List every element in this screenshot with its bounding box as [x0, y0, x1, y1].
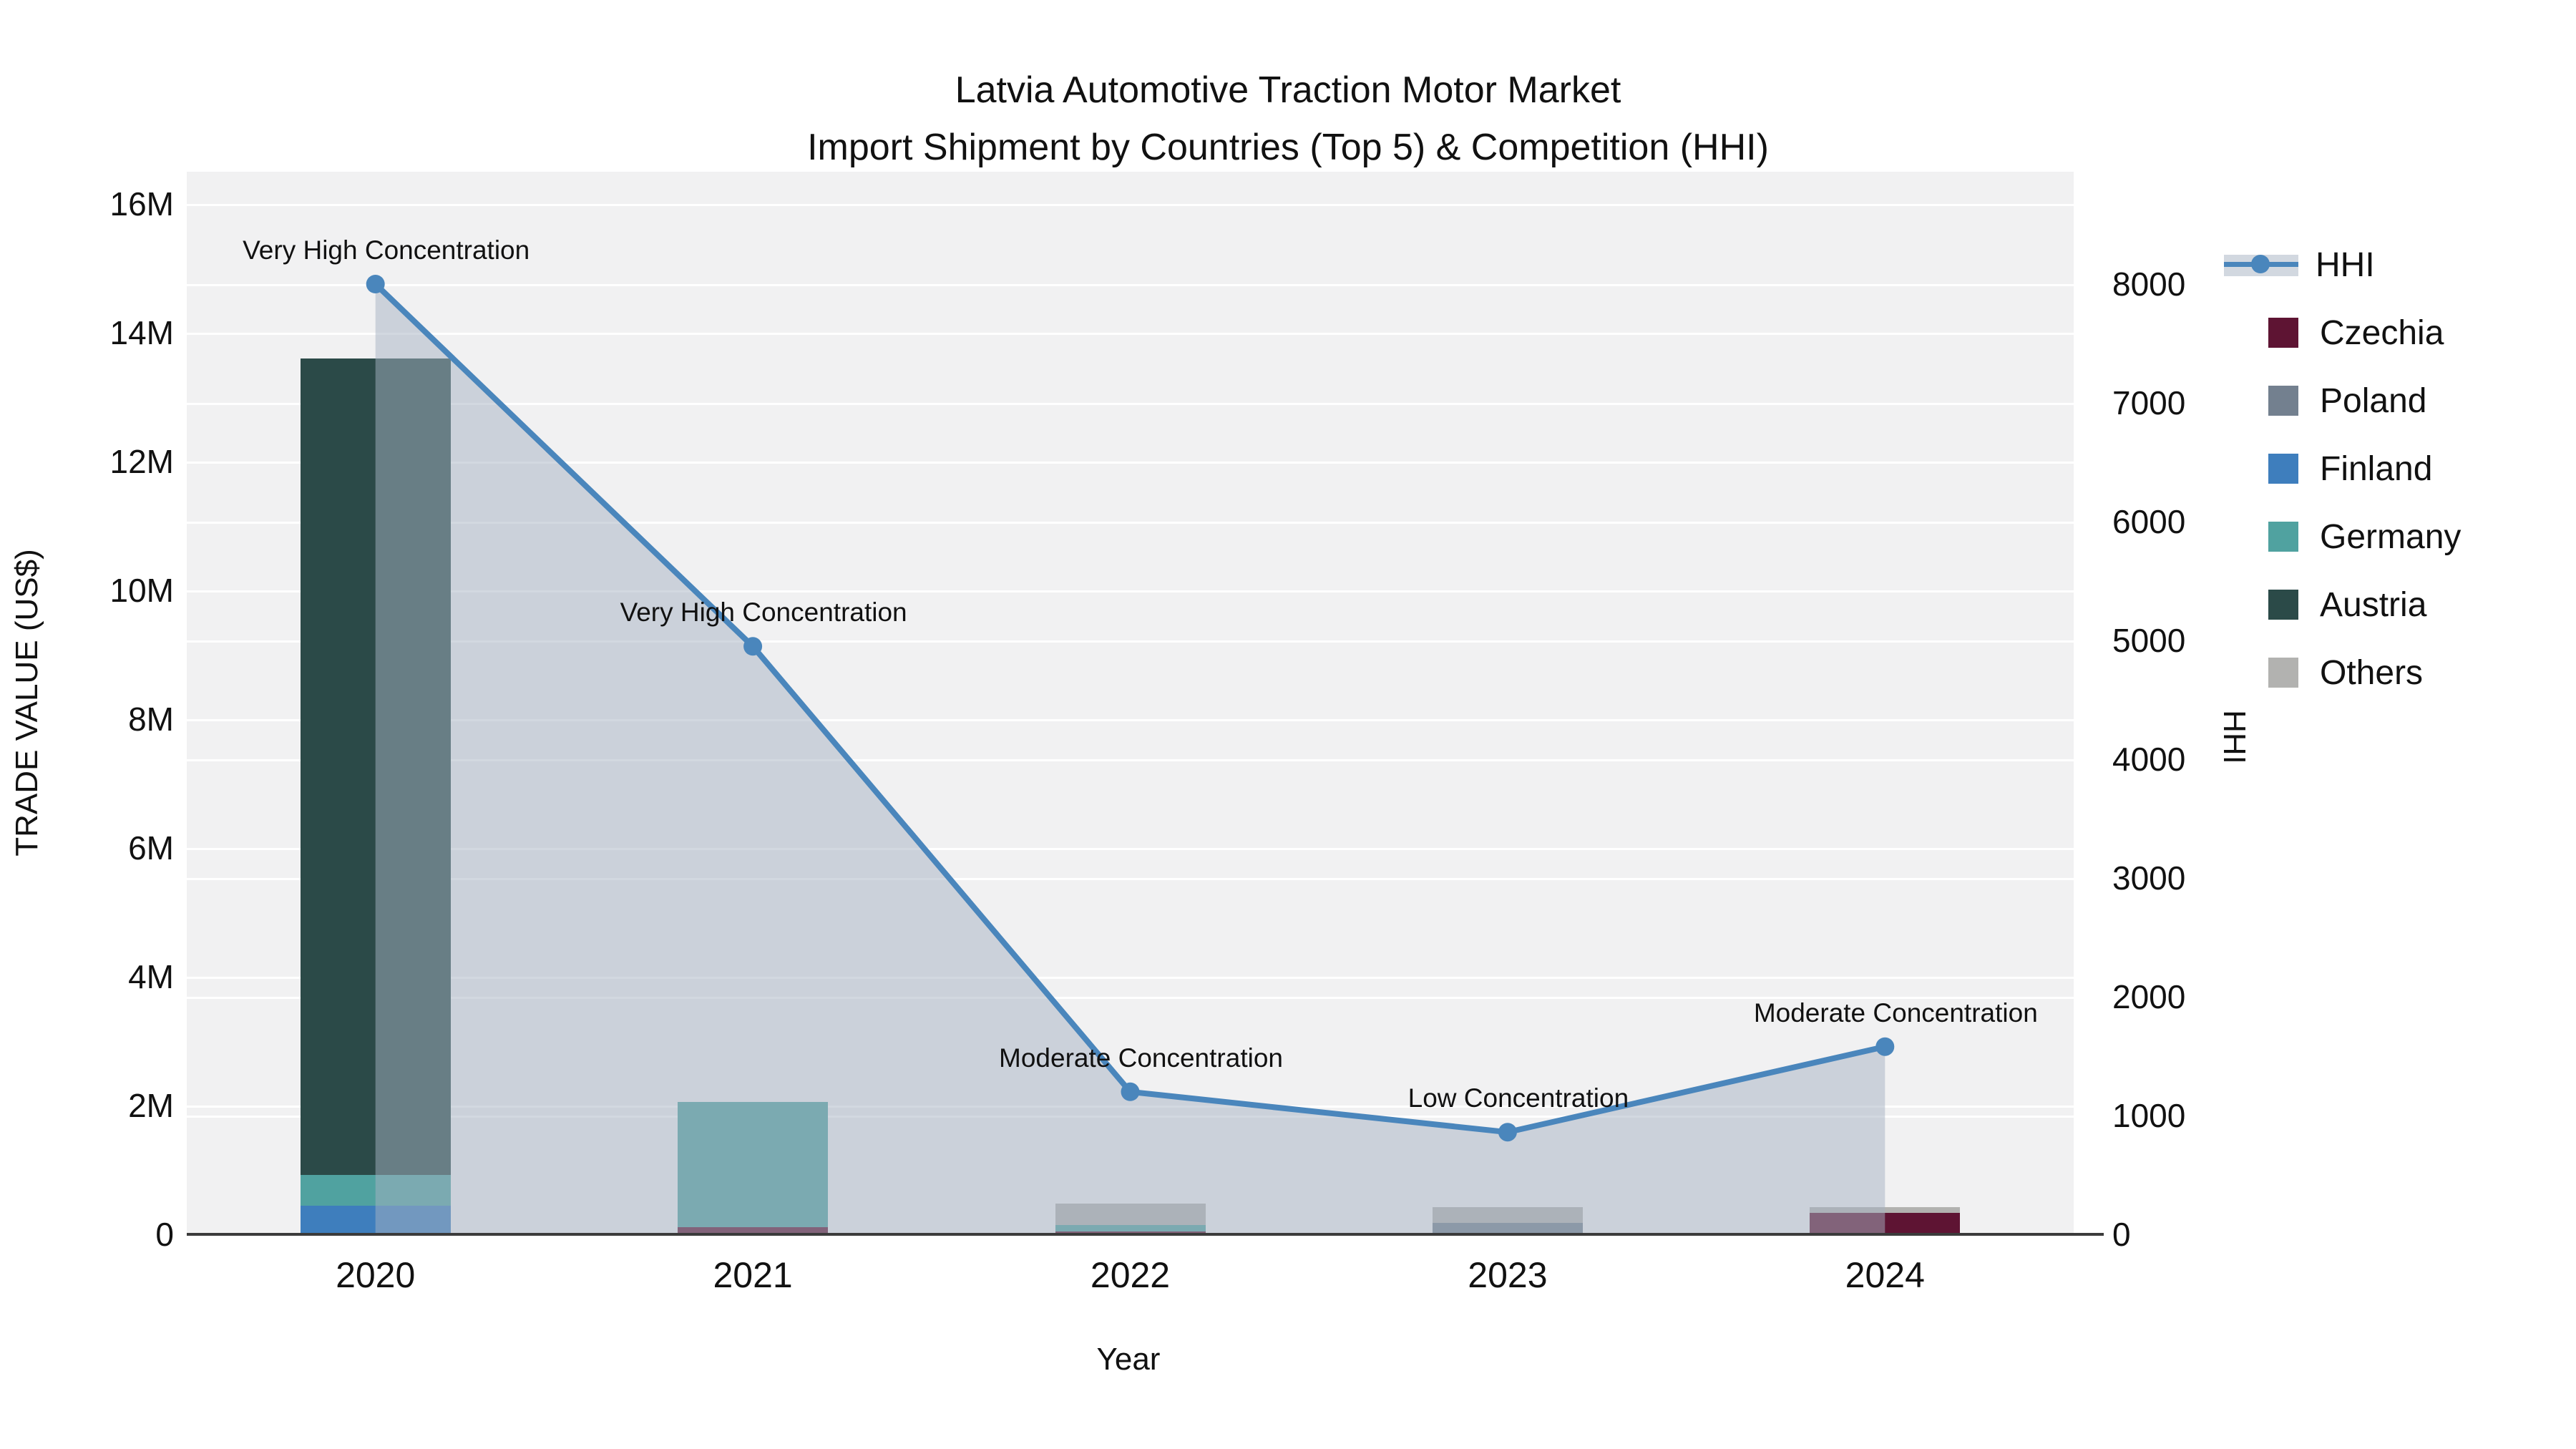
y-right-tick-4000: 4000 [2112, 741, 2186, 778]
gridline [187, 284, 2074, 286]
legend-swatch-icon [2268, 658, 2298, 688]
chart-title-line1: Latvia Automotive Traction Motor Market [955, 69, 1621, 111]
hhi-legend-sample [2224, 249, 2298, 280]
gridline [187, 640, 2074, 643]
hhi-marker[interactable] [1498, 1123, 1517, 1142]
chart-title-line2: Import Shipment by Countries (Top 5) & C… [807, 127, 1769, 168]
y-right-tick-5000: 5000 [2112, 622, 2186, 659]
hhi-area-fill [375, 284, 1885, 1234]
legend-item-austria[interactable]: Austria [2224, 583, 2426, 626]
y-right-tick-7000: 7000 [2112, 384, 2186, 421]
hhi-legend-marker-icon [2251, 255, 2270, 273]
legend-swatch-icon [2268, 318, 2298, 348]
y-right-tick-3000: 3000 [2112, 859, 2186, 897]
x-tick-2021: 2021 [713, 1255, 793, 1295]
y-axis-right-title: HHI [2217, 710, 2252, 764]
y-left-tick-16M: 16M [109, 185, 174, 223]
legend-swatch-icon [2268, 386, 2298, 416]
legend-label: Others [2320, 653, 2424, 692]
legend-item-others[interactable]: Others [2224, 651, 2423, 694]
x-axis-title: Year [1096, 1342, 1161, 1377]
x-tick-2023: 2023 [1468, 1255, 1548, 1295]
annotation-2024: Moderate Concentration [1753, 997, 2038, 1028]
x-tick-2024: 2024 [1845, 1255, 1925, 1295]
legend-label: Austria [2320, 585, 2427, 624]
gridline [187, 333, 2074, 335]
legend-item-czechia[interactable]: Czechia [2224, 311, 2444, 354]
legend-swatch-icon [2268, 522, 2298, 552]
y-left-tick-12M: 12M [109, 443, 174, 480]
legend-label: Finland [2320, 449, 2433, 488]
y-left-tick-0: 0 [155, 1216, 174, 1253]
legend-label: Germany [2320, 517, 2462, 556]
legend-item-hhi[interactable]: HHI [2224, 243, 2375, 286]
legend-item-poland[interactable]: Poland [2224, 379, 2426, 422]
gridline [187, 403, 2074, 405]
legend-item-finland[interactable]: Finland [2224, 447, 2432, 490]
legend-label: HHI [2316, 245, 2375, 284]
annotation-2021: Very High Concentration [620, 597, 907, 628]
x-tick-2022: 2022 [1090, 1255, 1171, 1295]
gridline [187, 204, 2074, 206]
y-right-tick-2000: 2000 [2112, 978, 2186, 1015]
y-left-tick-6M: 6M [128, 829, 174, 867]
y-axis-left-title: TRADE VALUE (US$) [9, 549, 44, 857]
y-right-tick-1000: 1000 [2112, 1097, 2186, 1134]
hhi-marker[interactable] [1121, 1082, 1140, 1101]
y-left-tick-2M: 2M [128, 1087, 174, 1124]
legend-swatch-icon [2268, 454, 2298, 484]
gridline [187, 878, 2074, 880]
gridline [187, 462, 2074, 464]
x-axis-line [187, 1233, 2104, 1236]
y-left-tick-8M: 8M [128, 701, 174, 738]
legend-item-germany[interactable]: Germany [2224, 515, 2461, 558]
hhi-marker[interactable] [366, 275, 385, 293]
gridline [187, 719, 2074, 721]
y-left-tick-4M: 4M [128, 958, 174, 995]
gridline [187, 522, 2074, 524]
y-right-tick-8000: 8000 [2112, 265, 2186, 303]
annotation-2022: Moderate Concentration [999, 1043, 1283, 1073]
gridline [187, 997, 2074, 999]
legend-swatch-icon [2268, 590, 2298, 620]
gridline [187, 590, 2074, 592]
y-left-tick-10M: 10M [109, 572, 174, 609]
y-left-tick-14M: 14M [109, 314, 174, 351]
y-right-tick-6000: 6000 [2112, 503, 2186, 540]
hhi-marker[interactable] [1875, 1037, 1895, 1056]
legend-label: Czechia [2320, 313, 2444, 352]
annotation-2023: Low Concentration [1407, 1083, 1629, 1113]
gridline [187, 848, 2074, 850]
hhi-marker[interactable] [743, 637, 763, 656]
annotation-2020: Very High Concentration [243, 235, 530, 265]
gridline [187, 977, 2074, 979]
legend-label: Poland [2320, 381, 2427, 420]
y-right-tick-0: 0 [2112, 1216, 2131, 1253]
gridline [187, 759, 2074, 761]
x-tick-2020: 2020 [336, 1255, 416, 1295]
